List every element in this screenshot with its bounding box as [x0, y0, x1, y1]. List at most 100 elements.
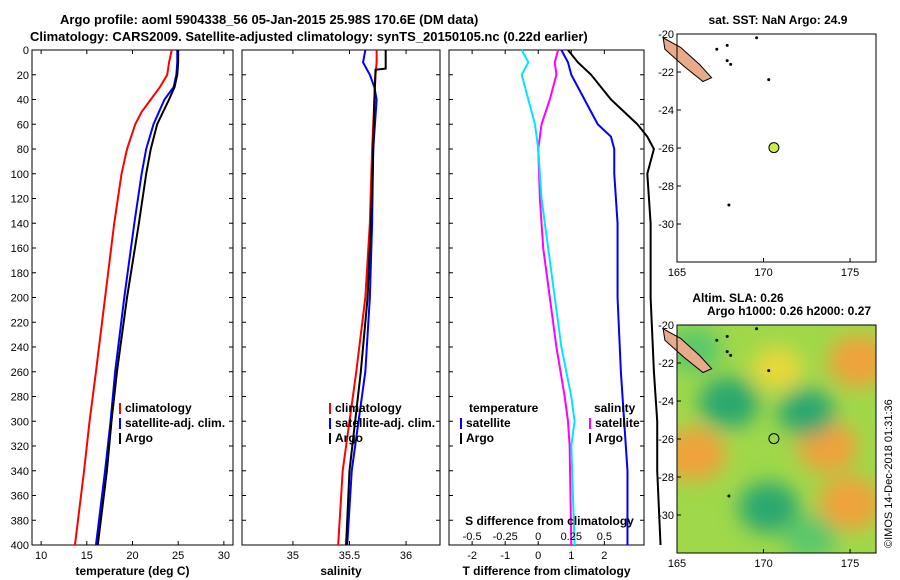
island-dot — [725, 59, 729, 63]
y-tick-label: -28 — [658, 472, 674, 484]
temperature-xlabel: temperature (deg C) — [75, 564, 189, 578]
island-dot — [755, 36, 759, 40]
island-dot — [715, 47, 719, 51]
legend-title-temperature: temperature — [469, 401, 539, 415]
panel-salinity: 35 35.5 36 salinity — [241, 49, 441, 578]
island-dot — [767, 369, 771, 373]
series-s-satellite-clim — [537, 49, 573, 546]
x-tick-label: 35.5 — [339, 550, 360, 562]
series-t-satellite-clim — [520, 49, 576, 546]
island-dot — [755, 327, 759, 331]
y-tick-label: -26 — [658, 434, 674, 446]
y-tick-label: 40 — [17, 95, 29, 107]
y-tick-label: 220 — [11, 317, 29, 329]
y-tick-label: -22 — [658, 67, 674, 79]
x-tick-label: 165 — [668, 558, 686, 570]
sst-map-title: sat. SST: NaN Argo: 24.9 — [709, 13, 848, 27]
heatmap-anomaly — [818, 476, 876, 531]
y-tick-label: 180 — [11, 268, 29, 280]
panel-sst_map: 165 170 175 -20 -22 -24 -26 -28 -30 — [658, 29, 877, 279]
panel-differences: -2 -1 0 1 2 T difference from climatology — [448, 49, 662, 578]
x-tick-label: 170 — [754, 558, 772, 570]
legend-label: satellite-adj. clim. — [125, 416, 225, 430]
y-tick-label: 60 — [17, 119, 29, 131]
differences-frame — [448, 49, 645, 546]
y-tick-label: -24 — [658, 396, 674, 408]
heatmap-anomaly — [677, 427, 726, 481]
heatmap-anomaly — [698, 377, 759, 429]
s-tick-label: -0.25 — [493, 531, 518, 543]
x-tick-label: 1 — [568, 550, 574, 562]
x-tick-label: 25 — [172, 550, 184, 562]
island-new-caledonia — [662, 327, 713, 374]
legend-label: Argo — [466, 431, 494, 445]
panel-sla_map: 165 170 175 -20 -22 -24 -26 -28 -30 — [658, 320, 877, 570]
y-tick-label: 100 — [11, 169, 29, 181]
salinity-xlabel: salinity — [320, 564, 362, 578]
y-tick-label: 320 — [11, 441, 29, 453]
y-tick-label: -26 — [658, 143, 674, 155]
y-tick-label: 80 — [17, 144, 29, 156]
legend-label: Argo — [335, 431, 363, 445]
legend-label: Argo — [595, 431, 623, 445]
x-tick-label: 165 — [668, 267, 686, 279]
legend-label: Argo — [125, 431, 153, 445]
y-tick-label: 360 — [11, 491, 29, 503]
y-tick-label: 140 — [11, 218, 29, 230]
y-tick-label: -22 — [658, 358, 674, 370]
legend-label: climatology — [335, 401, 402, 415]
island-dot — [715, 338, 719, 342]
legend-label: satellite — [595, 416, 640, 430]
x-tick-label: 170 — [754, 267, 772, 279]
y-tick-label: 240 — [11, 342, 29, 354]
difference-extras: temperature salinity S difference from cli… — [463, 401, 636, 543]
s-tick-label: -0.5 — [463, 531, 482, 543]
argo-float-marker — [768, 433, 780, 445]
island-dot — [727, 494, 731, 498]
y-tick-label: 200 — [11, 293, 29, 305]
differences-xlabel: T difference from climatology — [462, 564, 630, 578]
island-new-caledonia — [662, 36, 713, 83]
islands — [662, 36, 771, 207]
s-tick-label: 0.25 — [561, 531, 582, 543]
x-tick-label: 30 — [218, 550, 230, 562]
heatmap-anomaly — [738, 481, 799, 533]
heatmap-anomaly — [751, 347, 803, 391]
title-line-1: Argo profile: aoml 5904338_56 05-Jan-201… — [60, 12, 479, 27]
x-tick-label: 0 — [535, 550, 541, 562]
y-tick-label: -20 — [658, 320, 674, 332]
salinity-frame — [241, 49, 441, 546]
legend-label: climatology — [125, 401, 192, 415]
s-tick-label: 0 — [535, 531, 541, 543]
x-tick-label: 36 — [400, 550, 412, 562]
y-tick-label: 0 — [23, 45, 29, 57]
y-tick-label: 120 — [11, 194, 29, 206]
heatmap-anomaly — [828, 335, 876, 388]
series-climatology — [73, 49, 173, 546]
y-tick-label: 260 — [11, 367, 29, 379]
x-tick-label: 175 — [841, 558, 859, 570]
heatmap-field — [677, 326, 876, 553]
sla-title-line2: Argo h1000: 0.26 h2000: 0.27 — [707, 304, 871, 318]
island-dot — [729, 62, 733, 66]
heatmap-anomaly — [778, 388, 836, 437]
s-tick-label: 0.5 — [597, 531, 612, 543]
y-tick-label: 20 — [17, 70, 29, 82]
island-dot — [725, 334, 729, 338]
series-argo — [345, 50, 387, 546]
x-tick-label: 20 — [126, 550, 138, 562]
x-tick-label: 10 — [35, 550, 47, 562]
series-argo — [96, 50, 180, 546]
panel-temperature: 0 20 40 60 80 100 120 140 160 180 200 220 240 260 280 3… — [11, 45, 234, 578]
y-tick-label: -30 — [658, 219, 674, 231]
s-diff-label: S difference from climatology — [465, 514, 634, 528]
series-t-argo — [567, 49, 662, 546]
y-tick-label: 400 — [11, 540, 29, 552]
legend-title-salinity: salinity — [594, 401, 636, 415]
y-tick-label: -24 — [658, 105, 674, 117]
y-tick-label: 300 — [11, 416, 29, 428]
